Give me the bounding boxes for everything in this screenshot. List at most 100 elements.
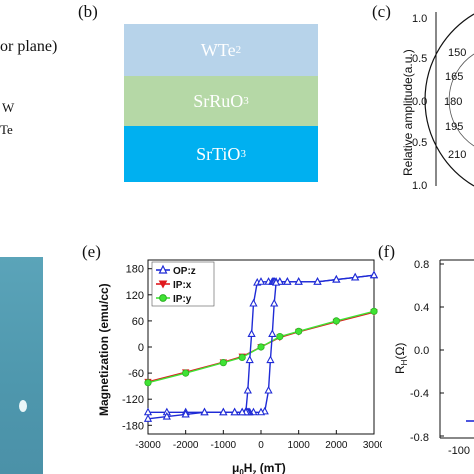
panel-e-point-1-1 — [351, 272, 360, 281]
panel-c-label: (c) — [372, 2, 391, 21]
layer-wte2: WTe 2 — [124, 24, 318, 76]
panel-e-point-1-19 — [238, 407, 247, 416]
panel-c-ylabel: Relative amplitude(a.u.) — [401, 49, 415, 176]
panel-e-point-1-5 — [283, 277, 292, 285]
panel-e-point-3-2 — [219, 359, 227, 367]
panel-d-micrograph — [0, 257, 43, 474]
panel-c-inner-arc — [448, 53, 474, 147]
panel-e-ylabel: Magnetization (emu/cc) — [97, 283, 111, 416]
panel-c-angle-labels: 150 165 180 195 210 — [444, 47, 466, 161]
panel-e-point-0-11 — [249, 298, 258, 307]
panel-e-ytick-3: 0 — [138, 342, 144, 354]
panel-c-tick-0: 1.0 — [412, 13, 427, 25]
panel-c-tick-4: 1.0 — [412, 180, 427, 192]
panel-e-point-1-10 — [266, 355, 275, 364]
panel-e-ytick-2: 60 — [132, 316, 144, 328]
panel-e-point-0-10 — [247, 329, 256, 337]
panel-e-ytick-6: -180 — [122, 420, 144, 432]
panel-e-xtick-6: 3000 — [363, 440, 382, 451]
panel-e-point-1-2 — [332, 274, 341, 283]
panel-a-w-label: W — [2, 100, 15, 115]
panel-c-angle-0: 150 — [448, 47, 466, 59]
panel-e-xtick-4: 1000 — [288, 440, 311, 451]
legend-ipx-marker — [158, 280, 168, 289]
panel-a-title: or plane) — [0, 38, 58, 55]
panel-c-tick-3: 0.5 — [412, 137, 427, 149]
panel-e-ytick-4: -60 — [128, 368, 144, 380]
layer-srtio3-sub: 3 — [240, 148, 246, 160]
panel-e-point-3-3 — [238, 353, 246, 362]
layer-wte2-sub: 2 — [235, 44, 242, 56]
panel-e-point-1-22 — [200, 407, 209, 416]
panel-e-xtick-0: -3000 — [135, 440, 161, 451]
panel-e-ytick-5: -120 — [122, 394, 144, 406]
layer-srtio3: SrTiO 3 — [124, 126, 318, 182]
panel-e-point-3-7 — [332, 317, 340, 325]
legend-ipx-label: IP:x — [173, 280, 192, 291]
panel-e-point-1-4 — [294, 277, 303, 285]
panel-e-ytick-1: 120 — [126, 290, 144, 302]
panel-c-angle-4: 210 — [448, 149, 466, 161]
panel-e-series — [143, 270, 379, 422]
panel-e-point-3-8 — [370, 307, 378, 315]
panel-c-angle-2: 180 — [444, 96, 462, 108]
panel-e-point-1-8 — [270, 298, 279, 307]
panel-e-point-3-5 — [276, 332, 284, 341]
panel-f-label: (f) — [378, 242, 395, 261]
panel-e-xtick-1: -2000 — [173, 440, 199, 451]
panel-f-ytick-4: -0.8 — [410, 432, 429, 444]
panel-e-point-1-20 — [230, 407, 239, 416]
panel-d-flake — [19, 400, 27, 412]
legend-ipy-marker — [159, 294, 167, 302]
panel-c-tick-1: 0.5 — [412, 53, 427, 65]
panel-e-xtick-3: 0 — [258, 440, 264, 451]
panel-e-point-1-21 — [219, 407, 228, 416]
panel-a-te-label: Te — [0, 122, 13, 137]
panel-e-point-0-13 — [256, 277, 266, 285]
panel-e-xlabel: μ0Hz (mT) — [232, 461, 286, 474]
panel-c-tick-2: 0.0 — [412, 96, 427, 108]
panel-e-point-1-24 — [162, 411, 171, 420]
panel-c-polar: Relative amplitude(a.u.) 1.0 0.5 0.0 0.5… — [401, 12, 474, 192]
panel-f-ylabel: RH(Ω) — [393, 343, 409, 374]
panel-e-ytick-0: 180 — [126, 264, 144, 276]
panel-f-chart: RH(Ω) 0.8 0.4 0.0 -0.4 -0.8 -100 — [393, 259, 474, 457]
legend-op-label: OP:z — [173, 266, 196, 277]
panel-e-point-1-0 — [369, 270, 379, 279]
layer-srruo3-name: SrRuO — [193, 90, 244, 111]
panel-f-ytick-1: 0.4 — [414, 302, 429, 314]
panel-b-label: (b) — [78, 2, 98, 21]
layer-srruo3: SrRuO 3 — [124, 76, 318, 126]
panel-e-xtick-5: 2000 — [325, 440, 348, 451]
panel-e-point-0-8 — [243, 385, 252, 394]
panel-e-label: (e) — [82, 242, 101, 261]
panel-e-yticks: 180 120 60 0 -60 -120 -180 — [122, 264, 152, 432]
panel-e-xticks: -3000 -2000 -1000 0 1000 2000 3000 — [135, 430, 382, 451]
panel-e-point-3-4 — [257, 343, 265, 351]
panel-e-point-3-6 — [295, 327, 303, 335]
panel-e-point-1-7 — [271, 277, 281, 286]
legend-op-marker — [158, 264, 168, 274]
legend-ipy-label: IP:y — [173, 294, 192, 305]
panel-e-point-1-11 — [264, 385, 273, 394]
panel-e-point-3-1 — [182, 369, 190, 377]
panel-e-chart: Magnetization (emu/cc) 180 120 60 0 -60 -120 -… — [97, 259, 382, 474]
panel-e-point-0-9 — [245, 355, 254, 364]
panel-e-point-3-0 — [144, 379, 152, 387]
panel-e-point-1-25 — [143, 414, 153, 422]
panel-f-ytick-3: -0.4 — [410, 388, 429, 400]
panel-c-angle-1: 165 — [445, 71, 463, 83]
panel-e-xtick-2: -1000 — [211, 440, 237, 451]
panel-f-yticks: 0.8 0.4 0.0 -0.4 -0.8 — [410, 259, 444, 444]
layer-srtio3-name: SrTiO — [196, 143, 241, 164]
panel-c-tick-labels: 1.0 0.5 0.0 0.5 1.0 — [412, 13, 427, 192]
panel-c-outer-arc — [424, 13, 474, 187]
panel-e-point-1-13 — [256, 407, 266, 416]
panel-e-point-1-23 — [181, 409, 190, 418]
panel-f-xtick-partial: -100 — [448, 445, 470, 457]
layer-wte2-name: WTe — [200, 39, 236, 60]
panel-f-ytick-0: 0.8 — [414, 259, 429, 271]
layer-srruo3-sub: 3 — [243, 95, 249, 107]
panel-e-legend: OP:z IP:x IP:y — [151, 261, 215, 307]
panel-e-point-1-9 — [268, 329, 277, 337]
